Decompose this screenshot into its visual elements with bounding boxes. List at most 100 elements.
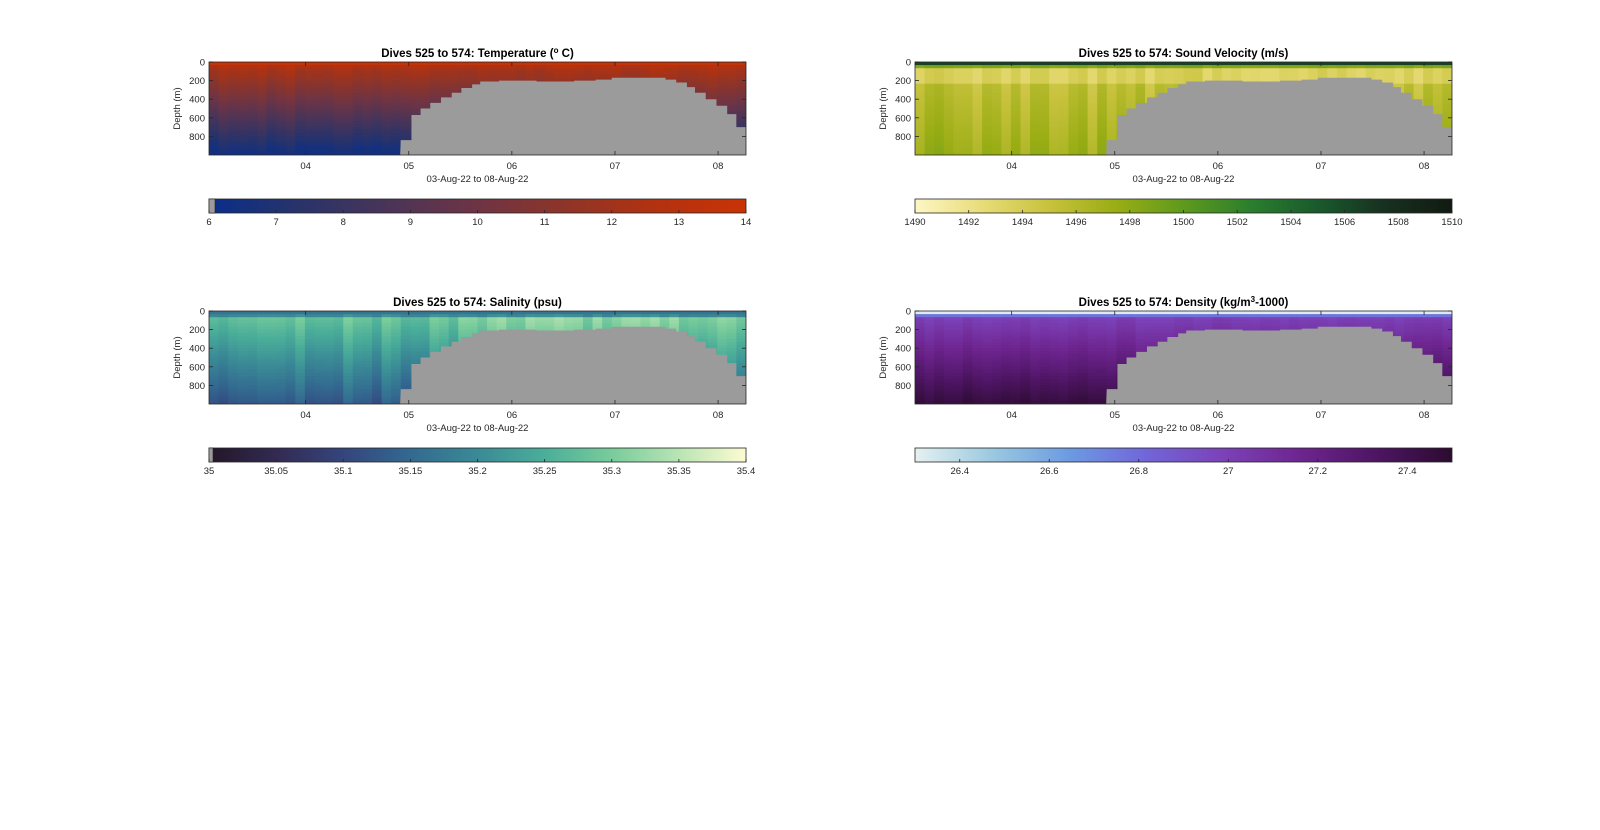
heatmap-cell	[1010, 71, 1022, 75]
heatmap-cell	[467, 68, 479, 72]
heatmap-cell	[1432, 83, 1444, 88]
heatmap-cell	[237, 120, 248, 125]
heatmap-cell	[621, 317, 632, 321]
heatmap-cell	[1049, 93, 1060, 97]
heatmap-cell	[1212, 68, 1223, 72]
heatmap-cell	[1010, 62, 1022, 66]
heatmap-cell	[698, 65, 709, 69]
heatmap-cell	[362, 360, 373, 365]
heatmap-cell	[285, 342, 296, 346]
heatmap-cell	[228, 117, 239, 122]
heatmap-cell	[285, 373, 296, 377]
heatmap-cell	[1058, 65, 1070, 69]
heatmap-cell	[678, 71, 690, 75]
heatmap-cell	[1020, 71, 1031, 75]
heatmap-cell	[410, 86, 421, 91]
heatmap-cell	[1030, 108, 1041, 113]
heatmap-cell	[285, 311, 296, 315]
heatmap-cell	[630, 74, 642, 79]
heatmap-cell	[1250, 77, 1261, 82]
heatmap-cell	[717, 77, 728, 82]
heatmap-cell	[962, 142, 974, 147]
heatmap-cell	[688, 332, 699, 337]
heatmap-cell	[343, 385, 354, 390]
heatmap-cell	[1049, 80, 1060, 85]
heatmap-cell	[972, 83, 983, 88]
heatmap-cell	[991, 151, 1002, 155]
heatmap-cell	[372, 354, 383, 359]
heatmap-cell	[391, 354, 402, 359]
heatmap-cell	[1049, 139, 1060, 144]
heatmap-cell	[573, 317, 584, 321]
heatmap-cell	[953, 148, 964, 153]
heatmap-cell	[324, 342, 335, 346]
heatmap-cell	[678, 62, 690, 66]
heatmap-cell	[304, 400, 316, 404]
heatmap-cell	[1058, 145, 1070, 150]
heatmap-cell	[1097, 139, 1108, 144]
heatmap-cell	[439, 335, 450, 340]
heatmap-cell	[943, 114, 954, 119]
heatmap-cell	[314, 93, 325, 97]
heatmap-cell	[285, 105, 296, 110]
heatmap-cell	[324, 376, 335, 380]
heatmap-cell	[1001, 71, 1012, 75]
heatmap-cell	[362, 311, 373, 315]
heatmap-cell	[515, 65, 527, 69]
heatmap-cell	[554, 68, 565, 72]
heatmap-cell	[515, 320, 527, 324]
heatmap-cell	[1078, 120, 1089, 125]
heatmap-cell	[276, 320, 287, 324]
heatmap-cell	[209, 148, 220, 153]
heatmap-cell	[1336, 74, 1348, 79]
heatmap-cell	[726, 96, 738, 100]
heatmap-cell	[314, 77, 325, 82]
heatmap-cell	[1250, 71, 1261, 75]
heatmap-cell	[247, 120, 258, 125]
heatmap-cell	[991, 68, 1002, 72]
heatmap-cell	[285, 360, 296, 365]
heatmap-cell	[621, 314, 632, 318]
heatmap-cell	[391, 99, 402, 103]
heatmap-cell	[247, 360, 258, 365]
heatmap-cell	[1039, 148, 1050, 153]
heatmap-cell	[237, 382, 248, 386]
heatmap-cell	[1030, 105, 1041, 110]
heatmap-cell	[256, 335, 268, 340]
heatmap-cell	[266, 400, 277, 404]
heatmap-cell	[209, 99, 220, 103]
heatmap-cell	[295, 86, 306, 91]
heatmap-cell	[295, 314, 306, 318]
heatmap-cell	[314, 335, 325, 340]
heatmap-cell	[410, 323, 421, 328]
heatmap-cell	[372, 357, 383, 362]
heatmap-cell	[352, 357, 364, 362]
heatmap-cell	[295, 385, 306, 390]
heatmap-cell	[448, 317, 459, 321]
heatmap-cell	[1001, 93, 1012, 97]
heatmap-cell	[1097, 133, 1108, 137]
heatmap-cell	[324, 139, 335, 144]
heatmap-cell	[352, 74, 364, 79]
heatmap-cell	[1010, 89, 1022, 94]
heatmap-cell	[1097, 117, 1108, 122]
heatmap-cell	[448, 320, 459, 324]
heatmap-cell	[1020, 148, 1031, 153]
heatmap-cell	[304, 74, 316, 79]
heatmap-cell	[429, 86, 440, 91]
heatmap-cell	[915, 108, 926, 113]
heatmap-cell	[1442, 93, 1452, 97]
heatmap-cell	[1068, 108, 1079, 113]
heatmap-cell	[381, 366, 392, 371]
heatmap-cell	[1020, 117, 1031, 122]
heatmap-cell	[1001, 124, 1012, 128]
heatmap-cell	[429, 93, 440, 97]
heatmap-cell	[924, 111, 935, 116]
heatmap-cell	[391, 351, 402, 355]
heatmap-cell	[1164, 68, 1175, 72]
heatmap-cell	[237, 342, 248, 346]
heatmap-cell	[678, 326, 690, 331]
heatmap-cell	[448, 329, 459, 334]
heatmap-cell	[343, 62, 354, 66]
heatmap-cell	[209, 142, 220, 147]
